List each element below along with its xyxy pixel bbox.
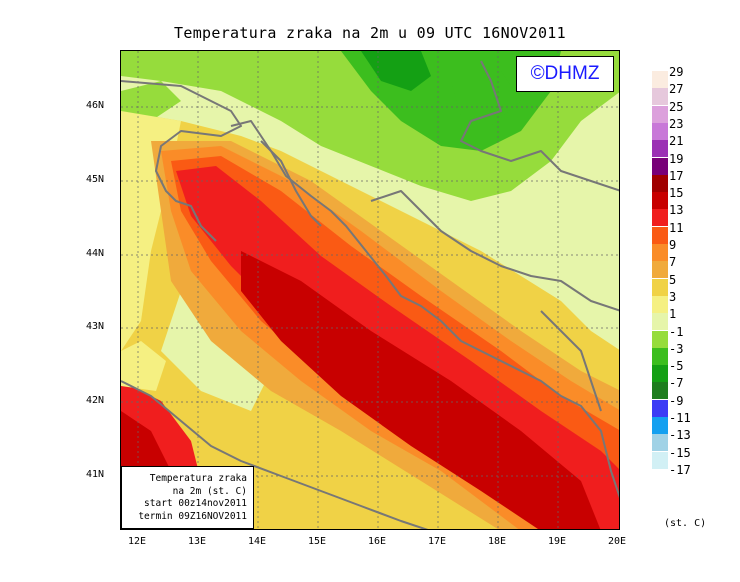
legend-level: 5 <box>652 273 740 296</box>
lon-tick: 18E <box>487 536 507 547</box>
legend-level: -13 <box>652 428 740 452</box>
legend-level: 15 <box>652 186 740 210</box>
lon-tick: 12E <box>127 536 147 547</box>
info-box: Temperatura zraka na 2m (st. C) start 00… <box>121 466 254 529</box>
legend-label: 15 <box>669 186 684 201</box>
legend-swatch <box>652 451 668 469</box>
legend-swatch <box>652 122 668 140</box>
legend-level: 9 <box>652 238 740 261</box>
lat-tick: 43N <box>86 321 105 332</box>
legend-swatch <box>652 192 668 210</box>
info-line: na 2m (st. C) <box>172 485 247 497</box>
legend-label: -15 <box>669 445 691 460</box>
legend-level: 19 <box>652 152 740 175</box>
temperature-map <box>120 50 620 530</box>
legend-level: 21 <box>652 134 740 158</box>
lat-tick: 45N <box>86 174 105 185</box>
legend-label: -7 <box>669 376 684 391</box>
legend-level: -3 <box>652 342 740 365</box>
legend-level: -9 <box>652 394 740 417</box>
legend-label: 3 <box>669 289 677 304</box>
legend-label: 29 <box>669 65 684 79</box>
legend-swatch <box>652 399 668 417</box>
legend-swatch <box>652 88 668 106</box>
legend-swatch <box>652 295 668 313</box>
legend-swatch <box>652 226 668 244</box>
temperature-field <box>121 51 619 529</box>
lon-tick: 17E <box>427 536 447 547</box>
legend-label: 25 <box>669 99 684 114</box>
legend-label: -9 <box>669 393 684 408</box>
legend-label: 19 <box>669 151 684 166</box>
legend-label: -11 <box>669 411 691 425</box>
legend-label: 7 <box>669 255 677 270</box>
legend-swatch <box>652 468 668 486</box>
legend-label: -1 <box>669 324 684 339</box>
lat-tick: 44N <box>86 248 105 259</box>
legend-swatch <box>652 347 668 365</box>
legend-level: 7 <box>652 255 740 279</box>
dhmz-logo: ©DHMZ <box>516 56 614 92</box>
legend-swatch <box>652 157 668 175</box>
legend-swatch <box>652 261 668 279</box>
legend-level: 11 <box>652 221 740 244</box>
legend-swatch <box>652 278 668 296</box>
legend-level: 27 <box>652 82 740 106</box>
legend-swatch <box>652 313 668 331</box>
legend-label: 1 <box>669 307 677 322</box>
legend-swatch <box>652 417 668 434</box>
legend-level: -1 <box>652 325 740 348</box>
legend-unit: (st. C) <box>664 518 707 529</box>
legend-level: 13 <box>652 203 740 227</box>
legend-label: 17 <box>669 168 684 183</box>
info-line: start 00z14nov2011 <box>144 498 247 509</box>
lon-tick: 15E <box>307 536 327 547</box>
legend-level: 23 <box>652 117 740 140</box>
legend-label: 11 <box>669 220 684 235</box>
legend-label: 23 <box>669 116 684 131</box>
lat-tick: 46N <box>86 100 105 111</box>
legend-level: -17 <box>652 463 740 486</box>
legend-level: 17 <box>652 169 740 192</box>
legend-swatch <box>652 365 668 383</box>
lon-tick: 14E <box>247 536 267 547</box>
legend-label: 5 <box>669 272 677 287</box>
legend-level: -7 <box>652 376 740 400</box>
legend-level: -11 <box>652 411 740 434</box>
legend-level: -5 <box>652 359 740 383</box>
lat-tick: 41N <box>86 469 105 480</box>
legend-swatch <box>652 140 668 158</box>
legend-label: -17 <box>669 462 691 477</box>
legend-swatch <box>652 434 668 452</box>
legend-level: 3 <box>652 290 740 313</box>
legend-label: -3 <box>669 341 684 356</box>
legend-level: -15 <box>652 446 740 469</box>
info-line: termin 09Z16NOV2011 <box>138 510 247 522</box>
legend-label: 27 <box>669 82 684 97</box>
legend-swatch <box>652 174 668 192</box>
legend-swatch <box>652 209 668 227</box>
lat-tick: 42N <box>86 395 105 406</box>
legend-label: 21 <box>669 134 684 149</box>
legend-level: 29 <box>652 65 740 88</box>
legend-swatch <box>652 330 668 348</box>
info-line: Temperatura zraka <box>149 473 247 484</box>
legend-level: 1 <box>652 307 740 331</box>
legend-swatch <box>652 71 668 88</box>
lon-tick: 20E <box>607 536 627 547</box>
lon-tick: 19E <box>547 536 567 547</box>
legend-label: -5 <box>669 359 684 374</box>
legend-swatch <box>652 105 668 123</box>
legend-swatch <box>652 244 668 261</box>
lon-tick: 13E <box>187 536 207 547</box>
legend-label: 9 <box>669 238 677 252</box>
legend-label: 13 <box>669 203 684 218</box>
legend-level: 25 <box>652 100 740 123</box>
legend-swatch <box>652 382 668 400</box>
map-title: Temperatura zraka na 2m u 09 UTC 16NOV20… <box>174 24 566 42</box>
lon-tick: 16E <box>367 536 387 547</box>
legend-label: -13 <box>669 428 691 443</box>
